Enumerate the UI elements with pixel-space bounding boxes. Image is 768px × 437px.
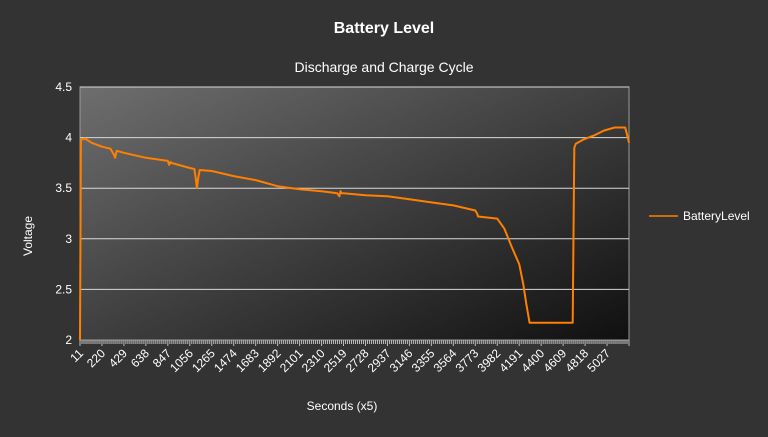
x-tick-label: 4818 — [562, 346, 591, 375]
y-tick-label: 2 — [65, 333, 72, 347]
legend: BatteryLevel — [649, 209, 750, 223]
x-tick-label: 2310 — [299, 346, 328, 375]
x-tick-label: 2937 — [365, 346, 394, 375]
x-tick-label: 4400 — [518, 346, 547, 375]
x-tick-label: 1265 — [189, 346, 218, 375]
x-tick-label: 1892 — [255, 346, 284, 375]
x-tick-label: 3146 — [387, 346, 416, 375]
x-tick-label: 429 — [106, 346, 130, 370]
x-tick-label: 2519 — [321, 346, 350, 375]
x-tick-label: 11 — [67, 346, 86, 365]
chart-title: Battery Level — [334, 20, 435, 37]
y-tick-label: 4 — [65, 131, 72, 145]
y-axis-label: Voltage — [21, 216, 35, 256]
gridlines — [80, 86, 629, 290]
x-tick-label: 2101 — [277, 346, 306, 375]
y-tick-label: 2.5 — [55, 282, 72, 296]
x-tick-label: 1056 — [167, 346, 196, 375]
series-layer — [79, 126, 630, 341]
x-tick-label: 3564 — [431, 346, 460, 375]
x-tick-label: 1683 — [233, 346, 262, 375]
x-tick-label: 5027 — [584, 346, 613, 375]
y-tick-label: 3.5 — [55, 181, 72, 195]
chart-subtitle: Discharge and Charge Cycle — [295, 59, 474, 75]
x-tick-label: 2728 — [343, 346, 372, 375]
x-tick-label: 4191 — [497, 346, 526, 375]
plot-area — [79, 86, 630, 341]
x-tick-label: 1474 — [211, 346, 240, 375]
x-tick-label: 4609 — [540, 346, 569, 375]
x-tick-label: 3982 — [475, 346, 504, 375]
series-line-batterylevel — [79, 126, 630, 341]
y-tick-labels: 2 2.5 3 3.5 4 4.5 — [55, 80, 72, 347]
x-axis-label: Seconds (x5) — [307, 399, 378, 413]
x-tick-label: 3355 — [409, 346, 438, 375]
legend-label: BatteryLevel — [683, 209, 750, 223]
x-tick-label: 220 — [84, 346, 108, 370]
x-tick-label: 3773 — [453, 346, 482, 375]
x-tick-label: 638 — [128, 346, 152, 370]
y-tick-label: 4.5 — [55, 80, 72, 94]
y-tick-label: 3 — [65, 232, 72, 246]
x-axis-ticks: 1122042963884710561265147416831892210123… — [67, 340, 630, 375]
